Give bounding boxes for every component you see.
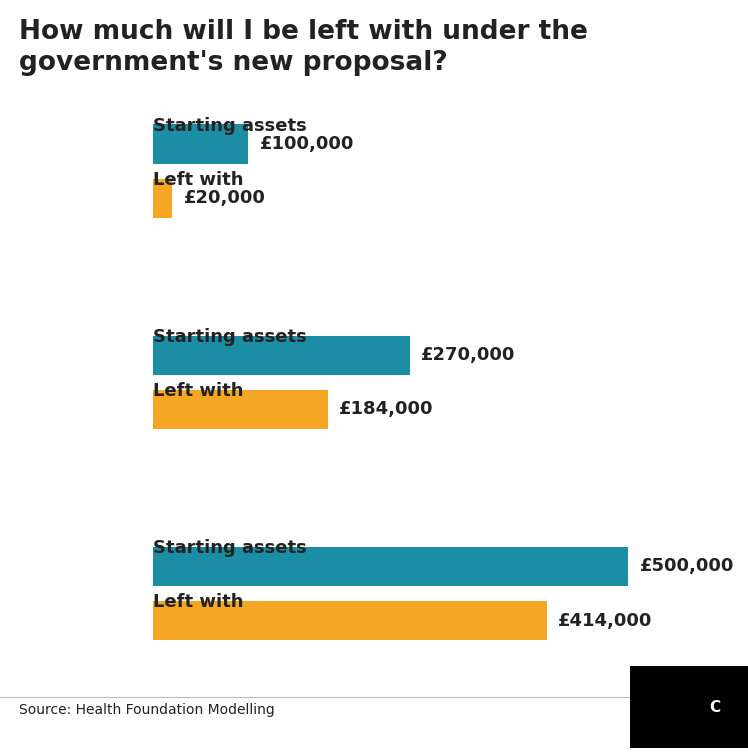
Bar xyxy=(153,601,547,640)
Text: Left with: Left with xyxy=(153,593,244,611)
Text: Starting assets: Starting assets xyxy=(153,539,307,557)
Text: Starting assets: Starting assets xyxy=(153,117,307,135)
Text: £500,000: £500,000 xyxy=(640,557,734,575)
Text: Left with: Left with xyxy=(153,382,244,400)
Bar xyxy=(153,336,410,375)
Bar xyxy=(153,124,248,164)
Text: B: B xyxy=(663,700,675,715)
Bar xyxy=(153,390,328,429)
Text: Left with: Left with xyxy=(153,171,244,189)
Text: Starting assets: Starting assets xyxy=(153,328,307,346)
Text: £184,000: £184,000 xyxy=(340,400,434,418)
Text: C: C xyxy=(709,700,720,715)
Text: £100,000: £100,000 xyxy=(260,135,354,153)
Text: £270,000: £270,000 xyxy=(421,346,515,364)
Text: How much will I be left with under the
government's new proposal?: How much will I be left with under the g… xyxy=(19,19,588,76)
Bar xyxy=(153,179,172,218)
Bar xyxy=(153,547,628,586)
Text: B: B xyxy=(686,700,698,715)
Text: £20,000: £20,000 xyxy=(183,189,266,207)
Text: Source: Health Foundation Modelling: Source: Health Foundation Modelling xyxy=(19,703,275,718)
Text: £414,000: £414,000 xyxy=(558,611,652,630)
